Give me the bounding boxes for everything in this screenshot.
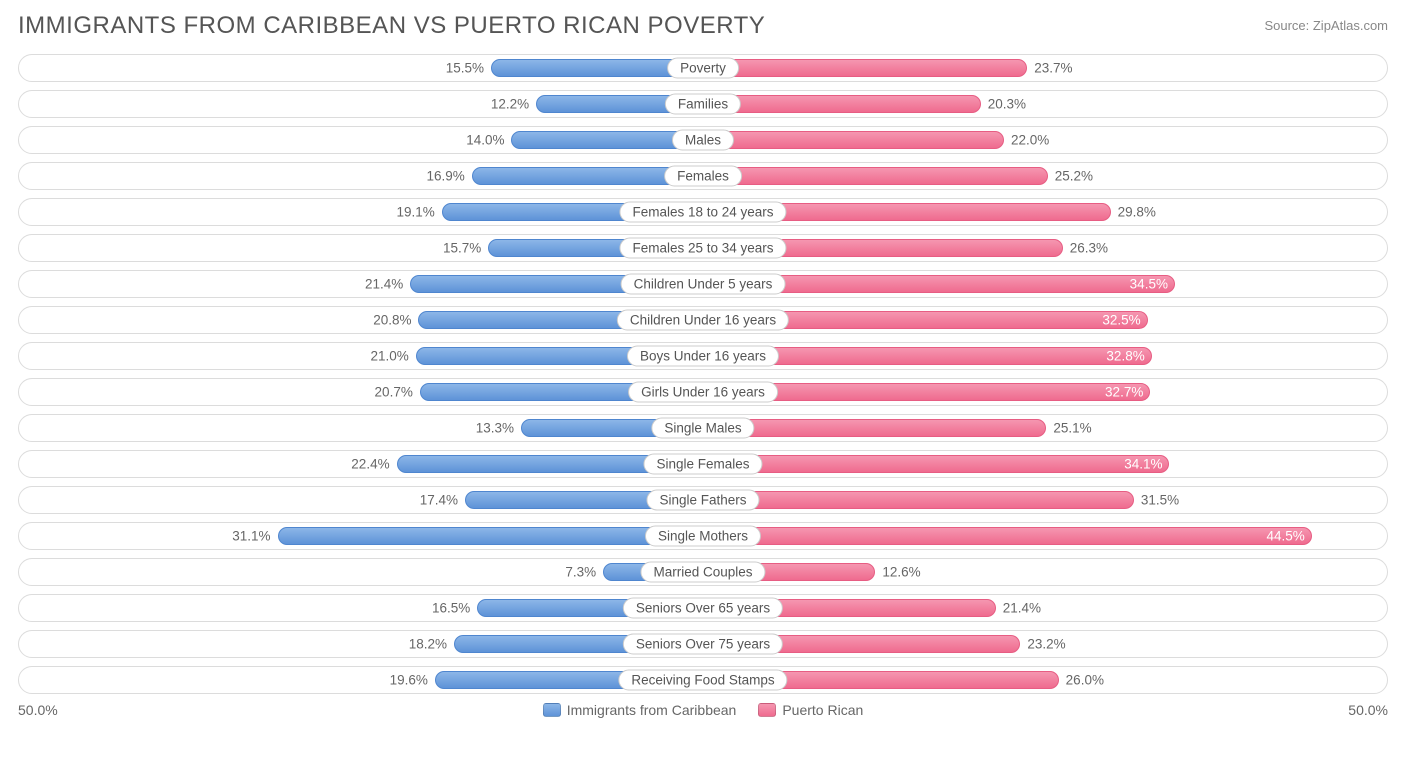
value-right: 12.6% xyxy=(882,565,920,580)
value-right: 34.1% xyxy=(1124,457,1162,472)
value-left: 21.4% xyxy=(365,277,403,292)
value-left: 12.2% xyxy=(491,97,529,112)
diverging-bar-chart: 15.5%23.7%Poverty12.2%20.3%Families14.0%… xyxy=(18,54,1388,694)
chart-row: 22.4% 34.1% Single Females xyxy=(18,450,1388,478)
value-left: 18.2% xyxy=(409,637,447,652)
axis-left-max: 50.0% xyxy=(18,702,58,718)
chart-row: 13.3%25.1%Single Males xyxy=(18,414,1388,442)
value-left: 16.5% xyxy=(432,601,470,616)
chart-footer: 50.0% Immigrants from Caribbean Puerto R… xyxy=(18,702,1388,718)
bar-right: 44.5% xyxy=(703,527,1312,545)
chart-row: 31.1% 44.5% Single Mothers xyxy=(18,522,1388,550)
category-label: Married Couples xyxy=(640,562,765,583)
chart-row: 7.3% 12.6% Married Couples xyxy=(18,558,1388,586)
value-left: 7.3% xyxy=(565,565,596,580)
value-left: 19.1% xyxy=(396,205,434,220)
legend-swatch-blue xyxy=(543,703,561,717)
value-left: 14.0% xyxy=(466,133,504,148)
category-label: Single Males xyxy=(651,418,754,439)
value-right: 21.4% xyxy=(1003,601,1041,616)
chart-row: 15.5%23.7%Poverty xyxy=(18,54,1388,82)
category-label: Boys Under 16 years xyxy=(627,346,779,367)
value-right: 32.8% xyxy=(1106,349,1144,364)
chart-row: 16.5% 21.4% Seniors Over 65 years xyxy=(18,594,1388,622)
value-left: 15.7% xyxy=(443,241,481,256)
chart-row: 21.4% 34.5% Children Under 5 years xyxy=(18,270,1388,298)
chart-row: 18.2% 23.2% Seniors Over 75 years xyxy=(18,630,1388,658)
value-right: 23.2% xyxy=(1027,637,1065,652)
category-label: Single Females xyxy=(643,454,762,475)
legend-label-right: Puerto Rican xyxy=(782,702,863,718)
value-right: 26.3% xyxy=(1070,241,1108,256)
bar-right: 34.1% xyxy=(703,455,1169,473)
axis-right-max: 50.0% xyxy=(1348,702,1388,718)
chart-row: 20.8% 32.5% Children Under 16 years xyxy=(18,306,1388,334)
chart-header: IMMIGRANTS FROM CARIBBEAN VS PUERTO RICA… xyxy=(18,12,1388,40)
value-right: 25.2% xyxy=(1055,169,1093,184)
value-right: 20.3% xyxy=(988,97,1026,112)
bar-left: 31.1% xyxy=(278,527,703,545)
value-right: 44.5% xyxy=(1266,529,1304,544)
bar-right: 22.0% xyxy=(703,131,1004,149)
category-label: Females xyxy=(664,166,742,187)
bar-right: 23.7% xyxy=(703,59,1027,77)
category-label: Children Under 16 years xyxy=(617,310,789,331)
value-right: 22.0% xyxy=(1011,133,1049,148)
bar-right: 25.1% xyxy=(703,419,1046,437)
value-left: 21.0% xyxy=(370,349,408,364)
value-left: 19.6% xyxy=(390,673,428,688)
chart-row: 17.4%31.5%Single Fathers xyxy=(18,486,1388,514)
chart-row: 20.7% 32.7% Girls Under 16 years xyxy=(18,378,1388,406)
value-right: 23.7% xyxy=(1034,61,1072,76)
bar-right: 31.5% xyxy=(703,491,1134,509)
chart-row: 14.0%22.0%Males xyxy=(18,126,1388,154)
bar-right: 25.2% xyxy=(703,167,1048,185)
value-right: 34.5% xyxy=(1130,277,1168,292)
value-left: 15.5% xyxy=(446,61,484,76)
category-label: Single Fathers xyxy=(646,490,759,511)
chart-source: Source: ZipAtlas.com xyxy=(1264,12,1388,33)
category-label: Females 18 to 24 years xyxy=(619,202,786,223)
category-label: Families xyxy=(665,94,741,115)
value-left: 17.4% xyxy=(420,493,458,508)
category-label: Poverty xyxy=(667,58,739,79)
chart-row: 15.7% 26.3% Females 25 to 34 years xyxy=(18,234,1388,262)
category-label: Single Mothers xyxy=(645,526,761,547)
value-left: 16.9% xyxy=(427,169,465,184)
chart-row: 19.6% 26.0% Receiving Food Stamps xyxy=(18,666,1388,694)
chart-row: 21.0% 32.8% Boys Under 16 years xyxy=(18,342,1388,370)
value-right: 32.7% xyxy=(1105,385,1143,400)
value-left: 13.3% xyxy=(476,421,514,436)
value-right: 32.5% xyxy=(1102,313,1140,328)
legend-label-left: Immigrants from Caribbean xyxy=(567,702,737,718)
category-label: Receiving Food Stamps xyxy=(618,670,787,691)
value-left: 20.8% xyxy=(373,313,411,328)
category-label: Girls Under 16 years xyxy=(628,382,778,403)
value-right: 25.1% xyxy=(1053,421,1091,436)
chart-row: 12.2%20.3%Families xyxy=(18,90,1388,118)
category-label: Males xyxy=(672,130,734,151)
category-label: Seniors Over 65 years xyxy=(623,598,783,619)
chart-row: 19.1% 29.8% Females 18 to 24 years xyxy=(18,198,1388,226)
legend-item-right: Puerto Rican xyxy=(758,702,863,718)
value-right: 29.8% xyxy=(1118,205,1156,220)
legend: Immigrants from Caribbean Puerto Rican xyxy=(543,702,864,718)
value-left: 31.1% xyxy=(232,529,270,544)
legend-item-left: Immigrants from Caribbean xyxy=(543,702,737,718)
value-left: 22.4% xyxy=(351,457,389,472)
value-right: 26.0% xyxy=(1066,673,1104,688)
legend-swatch-pink xyxy=(758,703,776,717)
chart-title: IMMIGRANTS FROM CARIBBEAN VS PUERTO RICA… xyxy=(18,12,765,40)
category-label: Children Under 5 years xyxy=(621,274,786,295)
category-label: Females 25 to 34 years xyxy=(619,238,786,259)
chart-row: 16.9%25.2%Females xyxy=(18,162,1388,190)
value-left: 20.7% xyxy=(375,385,413,400)
bar-right: 20.3% xyxy=(703,95,981,113)
category-label: Seniors Over 75 years xyxy=(623,634,783,655)
value-right: 31.5% xyxy=(1141,493,1179,508)
